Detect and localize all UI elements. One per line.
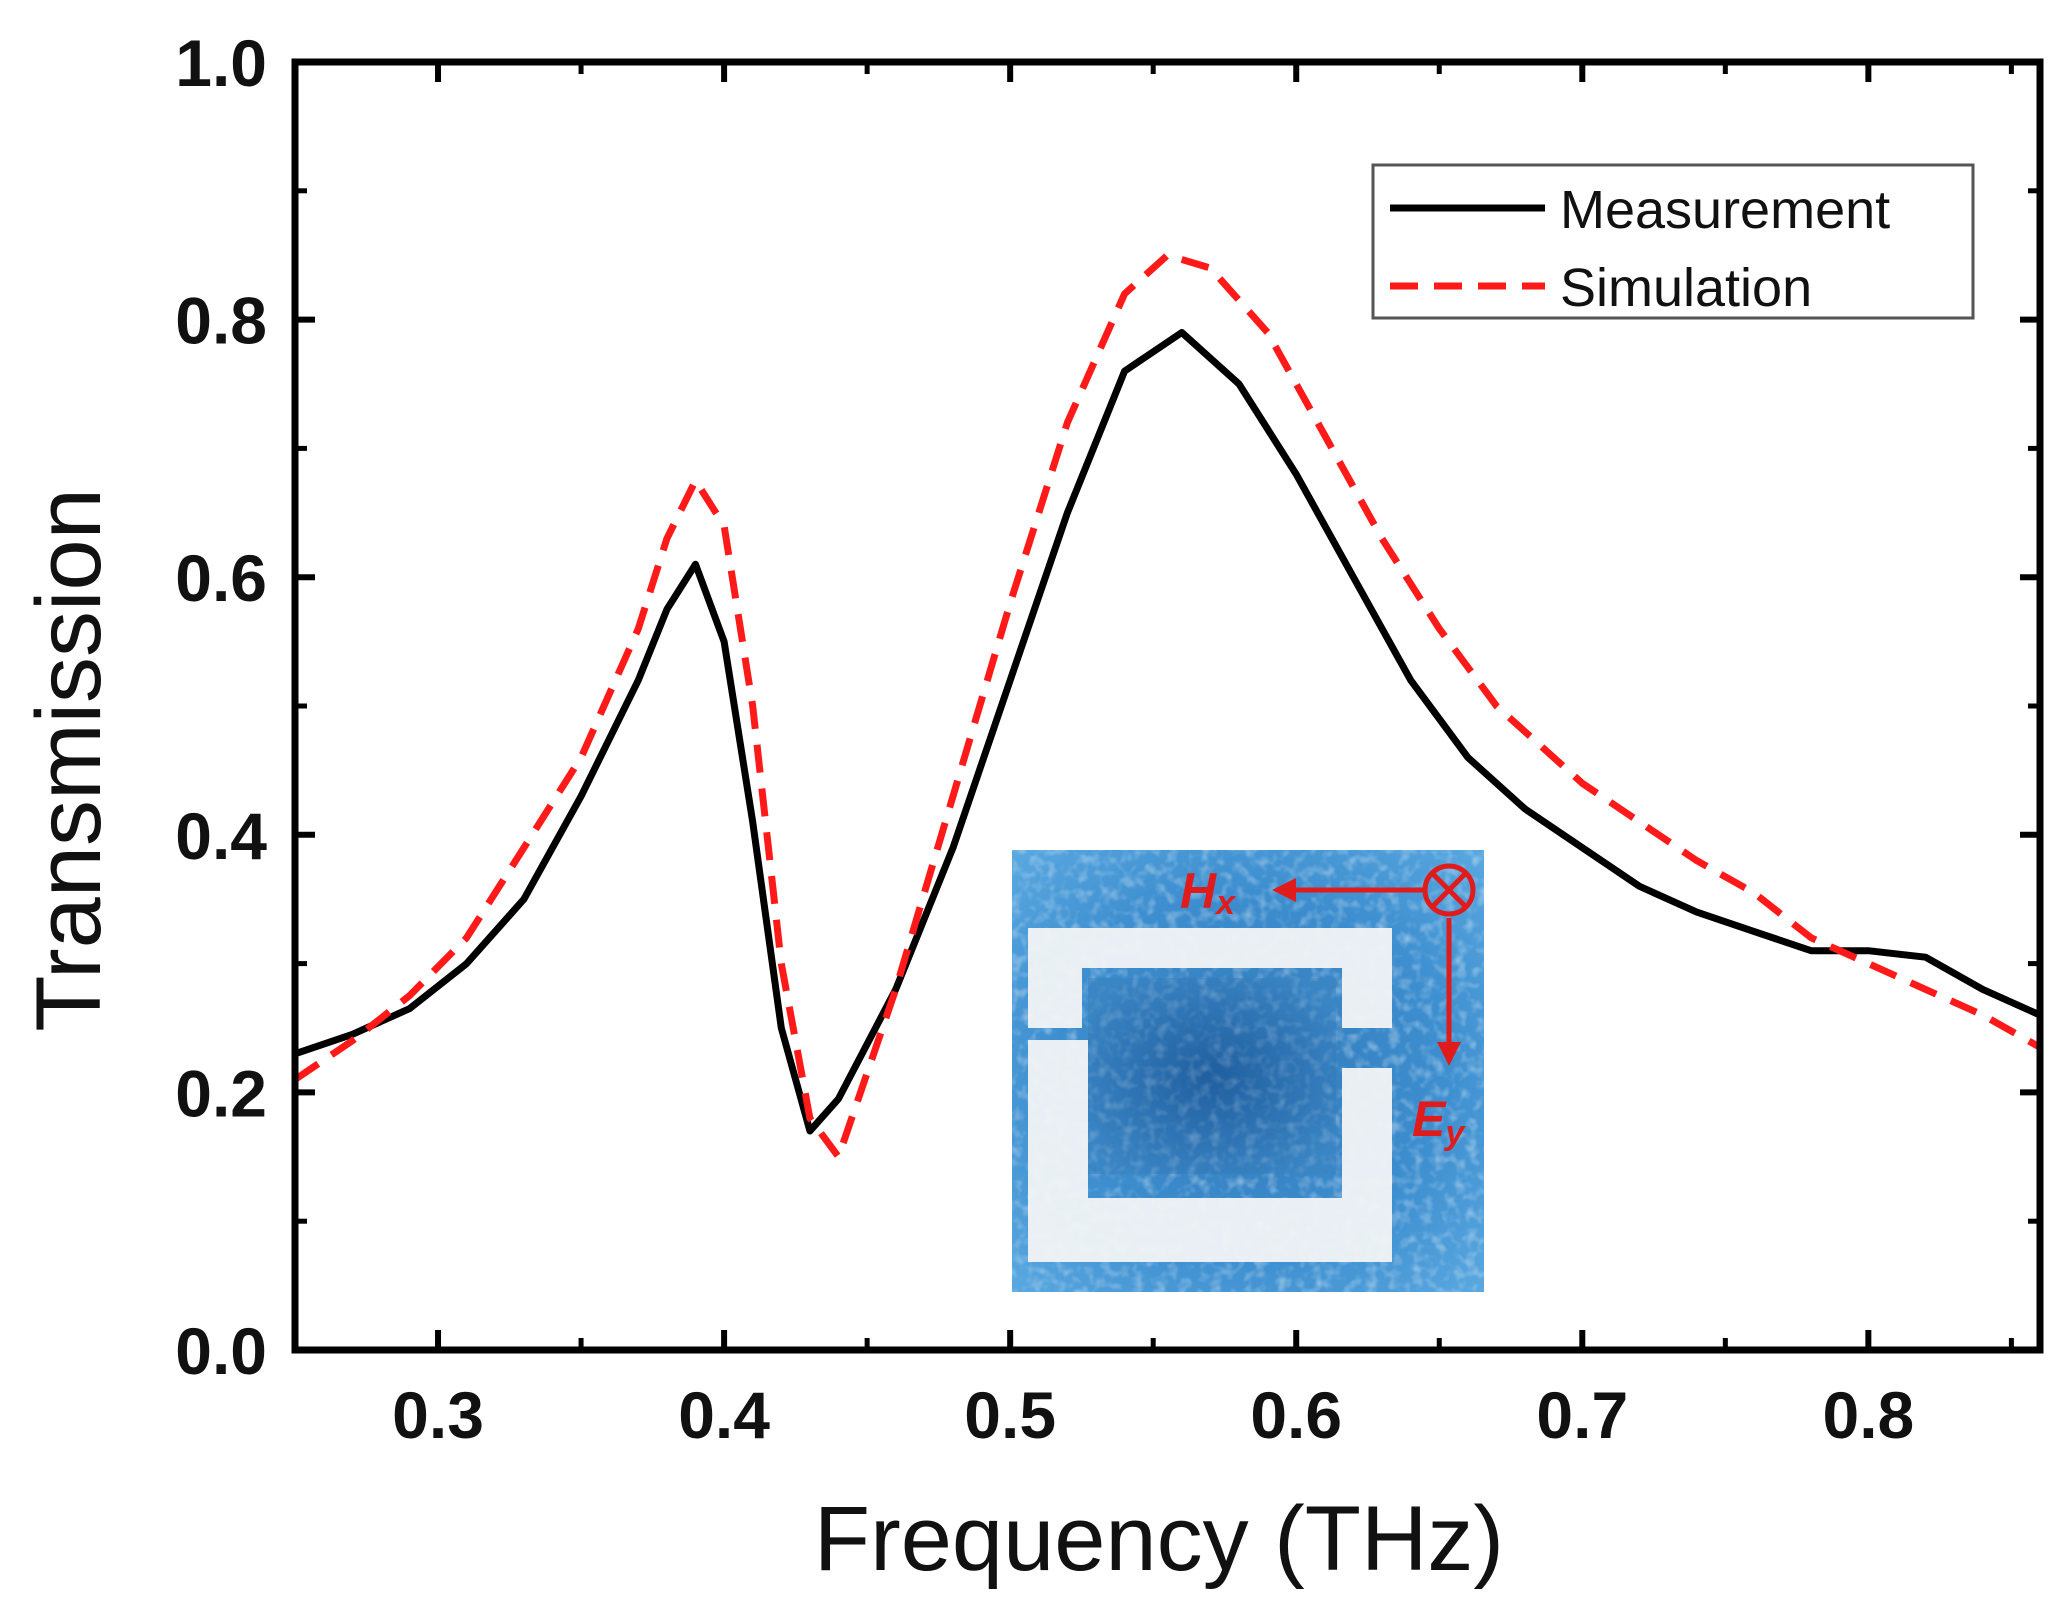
ey-label: Ey (1412, 1091, 1466, 1152)
x-tick-label: 0.7 (1536, 1378, 1628, 1452)
x-tick-label: 0.5 (964, 1378, 1056, 1452)
y-tick-label: 0.0 (175, 1314, 267, 1388)
hx-label: Hx (1180, 863, 1237, 922)
axes-layer: 0.3 0.4 0.5 0.6 0.7 0.8 0.0 0.2 0.4 0.6 0.8 1.0 (175, 26, 2044, 1452)
series-layer (291, 251, 2044, 1161)
x-tick-label: 0.8 (1822, 1378, 1914, 1452)
legend: Measurement Simulation (1371, 163, 1975, 320)
field-direction-arrows: Hx Ey (1180, 863, 1476, 1152)
x-tick-label: 0.4 (678, 1378, 770, 1452)
x-axis-title: Frequency (THz) (814, 1488, 1504, 1590)
y-tick-label: 0.4 (175, 799, 267, 873)
x-tick-label: 0.3 (392, 1378, 484, 1452)
y-tick-label: 0.2 (175, 1056, 267, 1130)
y-tick-label: 0.8 (175, 284, 267, 358)
resonator-inset-image (1012, 850, 1484, 1292)
legend-label-simulation: Simulation (1560, 258, 1812, 318)
legend-box (1371, 163, 1975, 320)
series-line-measurement (291, 329, 2044, 1135)
into-page-icon (1422, 863, 1476, 917)
series-line-simulation (293, 251, 2042, 1161)
y-tick-label: 0.6 (175, 541, 267, 615)
y-axis-title: Transmission (18, 488, 120, 1032)
x-tick-label: 0.6 (1250, 1378, 1342, 1452)
y-tick-label: 1.0 (175, 26, 267, 100)
legend-label-measurement: Measurement (1560, 180, 1890, 240)
